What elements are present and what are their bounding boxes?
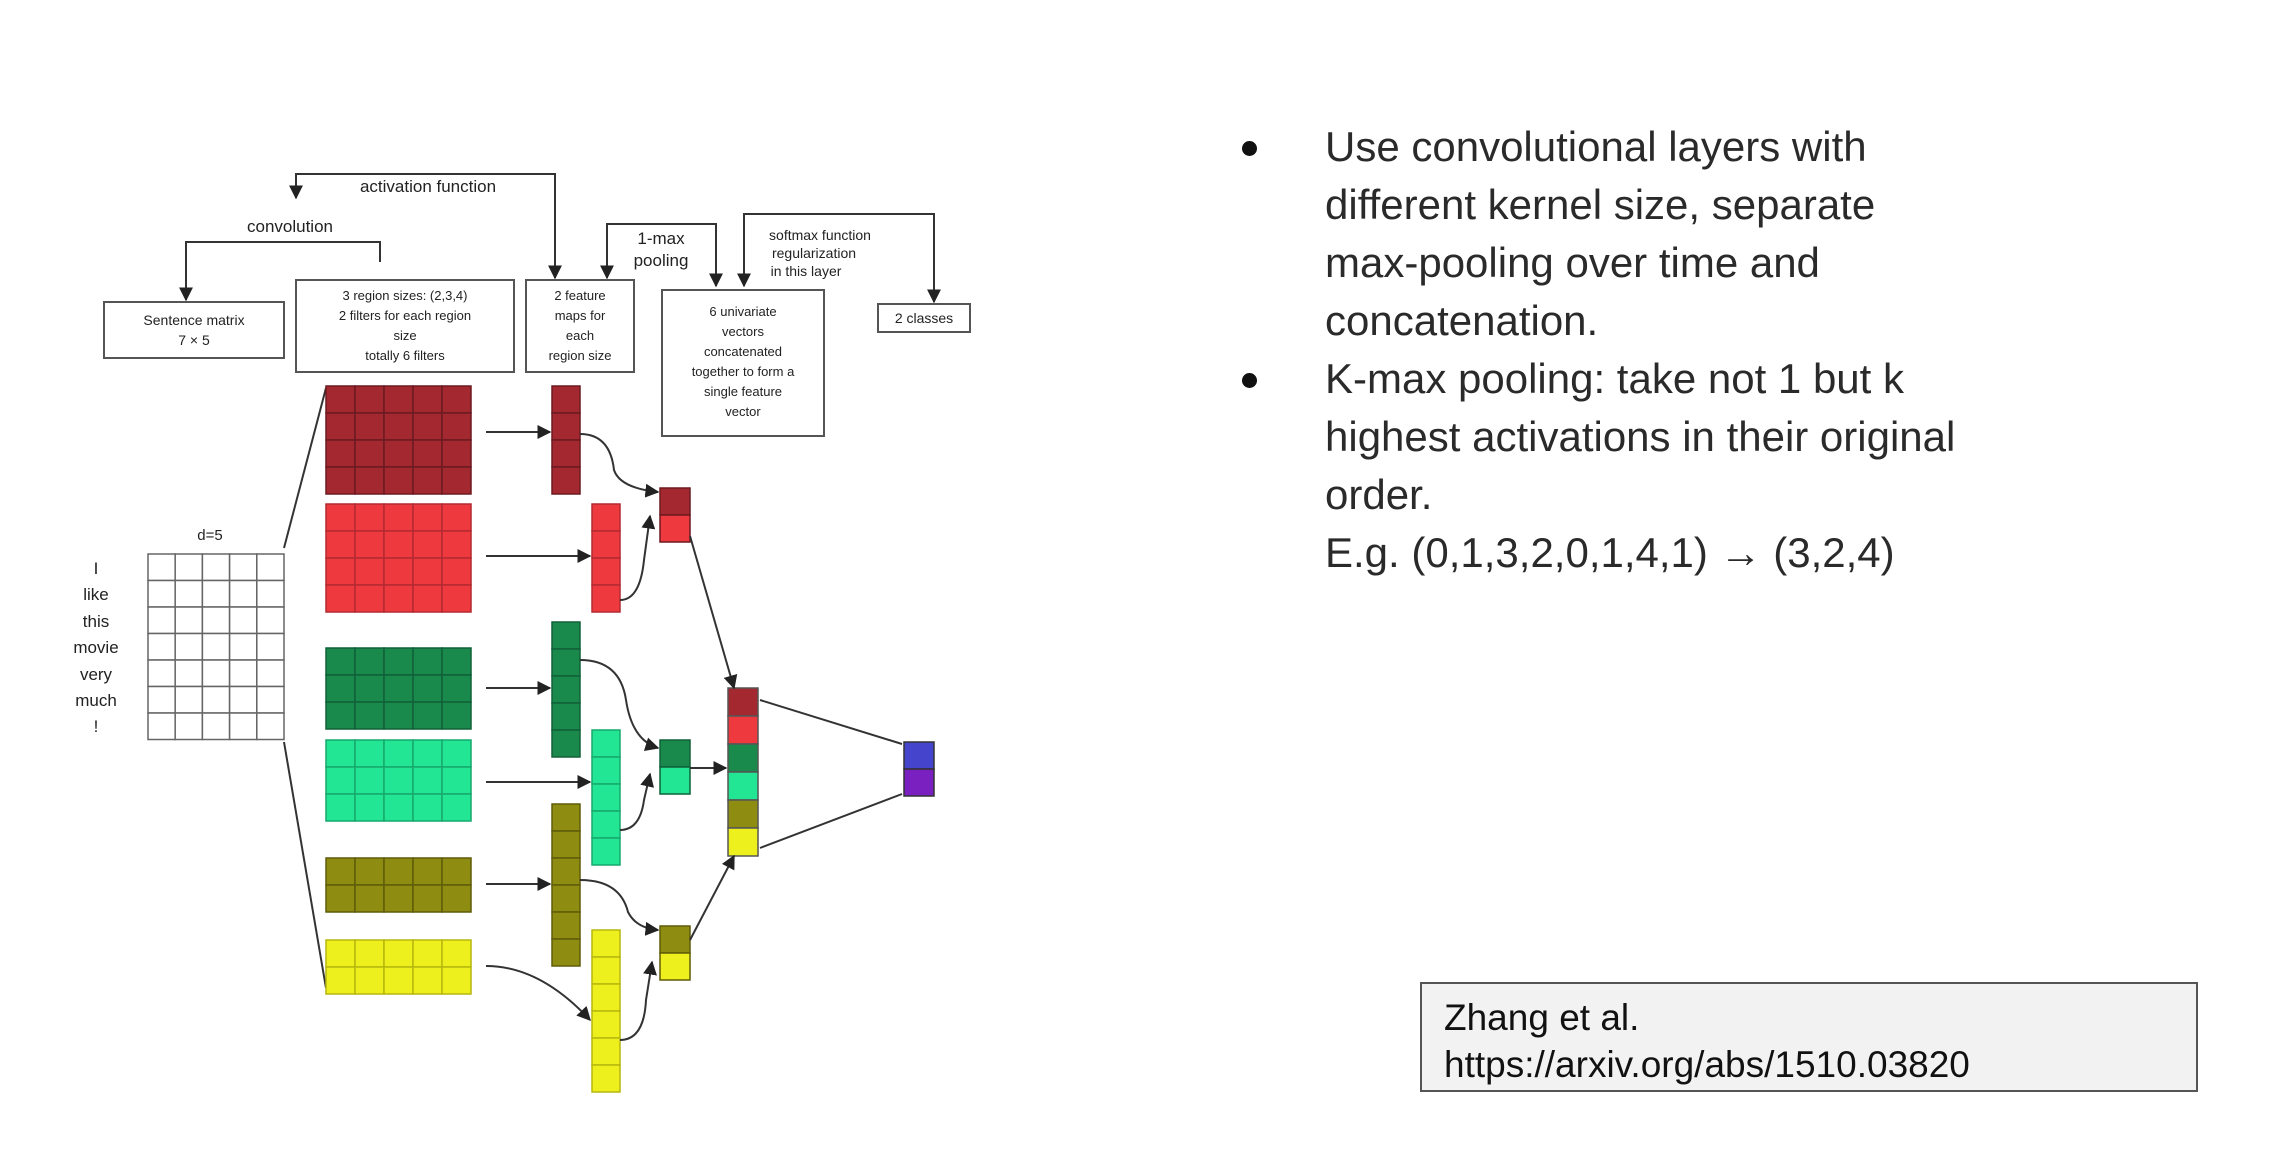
softmax-label-3: in this layer (771, 263, 842, 279)
arrow-pool-red (619, 514, 656, 601)
bullet-item-2: K-max pooling: take not 1 but k highest … (1225, 350, 2185, 582)
filter-olive (325, 857, 472, 913)
sentence-matrix-grid (147, 553, 285, 741)
filters (325, 385, 472, 995)
svg-text:single feature: single feature (704, 384, 782, 399)
word-6: ! (94, 717, 99, 736)
featuremap-green (591, 729, 621, 866)
arrow-pool-darkred (579, 433, 660, 498)
feature-maps-box: 2 feature maps for each region size (525, 279, 635, 373)
arrow-pool-green (579, 659, 660, 751)
featuremap-yellow (591, 929, 621, 1093)
line-output-top (759, 699, 903, 745)
convolution-label: convolution (247, 217, 333, 236)
classes-box: 2 classes (877, 303, 971, 333)
connector-arrows (485, 425, 903, 1041)
output-cells (903, 741, 935, 797)
bullet-dot-icon (1242, 141, 1257, 156)
softmax-output (903, 741, 935, 797)
svg-text:maps for: maps for (555, 308, 606, 323)
line-output-bottom (759, 793, 903, 849)
sentence-matrix-box: Sentence matrix 7 × 5 (103, 301, 285, 359)
svg-text:vectors: vectors (722, 324, 764, 339)
word-2: this (83, 612, 109, 631)
univariate-vectors-box: 6 univariate vectors concatenated togeth… (661, 289, 825, 437)
pooling-label-2: pooling (634, 251, 689, 270)
arrow-filter-yellow (485, 965, 591, 1022)
feature-maps (551, 385, 621, 1093)
pooled-yellow-pair (659, 925, 691, 981)
svg-text:totally 6 filters: totally 6 filters (365, 348, 445, 363)
svg-text:6 univariate: 6 univariate (709, 304, 776, 319)
pooled-red-pair (659, 487, 691, 543)
arrow-concat-red (689, 535, 738, 690)
citation-url[interactable]: https://arxiv.org/abs/1510.03820 (1444, 1044, 1970, 1085)
filter-red (325, 503, 472, 613)
svg-text:2 classes: 2 classes (895, 310, 953, 326)
word-5: much (75, 691, 117, 710)
bullet-dot-icon (1242, 373, 1257, 388)
svg-text:Sentence matrix: Sentence matrix (143, 312, 244, 328)
citation-box: Zhang et al. https://arxiv.org/abs/1510.… (1420, 982, 2198, 1092)
pooling-arrow (600, 223, 723, 288)
softmax-label-1: softmax function (769, 227, 871, 243)
softmax-arrow (737, 213, 941, 304)
concat-cells (727, 687, 759, 857)
citation-author: Zhang et al. (1444, 997, 1640, 1038)
arrow-pool-olive (579, 879, 660, 936)
softmax-label-2: regularization (772, 245, 856, 261)
featuremap-darkgreen (551, 621, 581, 758)
arrow-pool-lightgreen (619, 772, 654, 831)
svg-text:2 filters for each region: 2 filters for each region (339, 308, 471, 323)
cnn-architecture-diagram: convolution activation function 1-max po… (73, 173, 971, 1093)
word-0: I (94, 559, 99, 578)
svg-text:region size: region size (549, 348, 612, 363)
featuremap-red (591, 503, 621, 613)
activation-arrow (289, 173, 562, 280)
filter-yellow (325, 939, 472, 995)
sentence-matrix-cells (147, 553, 285, 741)
concatenated-vector (727, 687, 759, 857)
word-4: very (80, 665, 113, 684)
svg-text:2 feature: 2 feature (554, 288, 605, 303)
filter-fan-lines (283, 387, 327, 989)
region-sizes-box: 3 region sizes: (2,3,4) 2 filters for ea… (295, 279, 515, 373)
svg-text:3 region sizes: (2,3,4): 3 region sizes: (2,3,4) (342, 288, 467, 303)
svg-text:7 × 5: 7 × 5 (178, 332, 210, 348)
svg-text:together to form a: together to form a (692, 364, 795, 379)
word-3: movie (73, 638, 118, 657)
word-1: like (83, 585, 109, 604)
filter-darkred (325, 385, 472, 495)
pooled-values (659, 487, 691, 981)
dimension-label: d=5 (197, 527, 222, 544)
svg-text:concatenated: concatenated (704, 344, 782, 359)
svg-text:size: size (393, 328, 416, 343)
arrow-concat-yellow (689, 854, 735, 941)
pooling-label-1: 1-max (637, 229, 685, 248)
featuremap-olive (551, 803, 581, 967)
featuremap-darkred (551, 385, 581, 495)
activation-label: activation function (360, 177, 496, 196)
pooled-green-pair (659, 739, 691, 795)
bullet-item-1: Use convolutional layers with different … (1225, 118, 2185, 350)
bullet-list: Use convolutional layers with different … (1225, 118, 2185, 582)
filter-green (325, 739, 472, 822)
svg-text:each: each (566, 328, 594, 343)
filter-darkgreen (325, 647, 472, 730)
arrow-pool-yellow (619, 960, 657, 1041)
svg-text:vector: vector (725, 404, 761, 419)
